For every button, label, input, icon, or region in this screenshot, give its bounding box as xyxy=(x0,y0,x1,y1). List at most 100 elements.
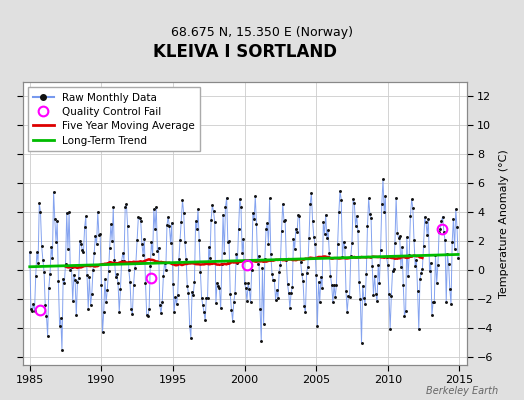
Point xyxy=(171,294,180,300)
Point xyxy=(163,222,171,228)
Point xyxy=(274,295,282,302)
Point xyxy=(358,282,367,289)
Point xyxy=(41,302,49,308)
Point xyxy=(258,265,267,272)
Point xyxy=(65,209,73,216)
Point xyxy=(241,280,249,286)
Point xyxy=(215,285,224,292)
Point xyxy=(365,195,373,202)
Point xyxy=(287,290,296,296)
Point xyxy=(362,270,370,277)
Point xyxy=(70,271,78,278)
Point xyxy=(286,305,294,311)
Point xyxy=(200,309,208,315)
Point xyxy=(237,204,245,210)
Point xyxy=(269,277,277,284)
Point xyxy=(129,282,138,288)
Point xyxy=(381,193,389,200)
Point xyxy=(204,244,213,250)
Point xyxy=(255,252,263,259)
Point xyxy=(88,291,96,298)
Point xyxy=(336,188,344,194)
Point xyxy=(411,263,419,270)
Point xyxy=(267,251,275,257)
Point xyxy=(183,282,191,289)
Point xyxy=(190,278,199,285)
Point xyxy=(311,241,319,247)
Point xyxy=(51,216,59,222)
Point xyxy=(270,277,279,284)
Point xyxy=(64,246,72,252)
Point xyxy=(97,282,105,289)
Point xyxy=(437,218,445,224)
Point xyxy=(35,200,43,207)
Y-axis label: Temperature Anomaly (°C): Temperature Anomaly (°C) xyxy=(499,149,509,298)
Point xyxy=(361,300,369,307)
Point xyxy=(85,274,94,280)
Point xyxy=(102,299,111,306)
Point xyxy=(436,226,444,232)
Point xyxy=(277,227,286,234)
Point xyxy=(224,239,232,245)
Point xyxy=(430,298,439,305)
Point xyxy=(405,252,413,258)
Text: Berkeley Earth: Berkeley Earth xyxy=(425,386,498,396)
Point xyxy=(344,293,353,300)
Point xyxy=(173,292,182,298)
Point xyxy=(77,241,85,247)
Point xyxy=(161,267,170,273)
Point xyxy=(94,209,102,215)
Point xyxy=(168,220,176,226)
Point xyxy=(45,284,53,291)
Point xyxy=(454,255,462,262)
Point xyxy=(242,285,250,292)
Point xyxy=(208,202,216,208)
Point xyxy=(417,270,425,276)
Point xyxy=(424,216,432,222)
Point xyxy=(82,213,90,220)
Point xyxy=(345,294,354,300)
Point xyxy=(378,201,386,208)
Point xyxy=(375,280,384,286)
Point xyxy=(60,280,69,286)
Point xyxy=(395,235,403,241)
Point xyxy=(302,270,311,276)
Point xyxy=(318,285,326,292)
Point xyxy=(214,282,223,289)
Point xyxy=(217,260,226,267)
Point xyxy=(297,259,305,266)
Point xyxy=(399,282,408,288)
Point xyxy=(114,280,122,287)
Point xyxy=(113,270,121,277)
Point xyxy=(359,295,368,302)
Point xyxy=(391,240,399,246)
Point xyxy=(363,223,372,230)
Point xyxy=(323,235,331,242)
Point xyxy=(370,273,379,279)
Point xyxy=(385,291,393,297)
Point xyxy=(74,275,83,281)
Point xyxy=(103,286,112,293)
Point xyxy=(243,298,251,304)
Point xyxy=(366,211,374,218)
Point xyxy=(335,209,343,216)
Point xyxy=(169,280,177,287)
Point xyxy=(251,193,259,200)
Point xyxy=(228,317,237,324)
Point xyxy=(49,189,58,195)
Point xyxy=(423,232,431,238)
Point xyxy=(69,298,77,304)
Point xyxy=(58,346,66,353)
Point xyxy=(349,196,357,202)
Point xyxy=(148,251,157,257)
Point xyxy=(220,250,228,256)
Point xyxy=(40,269,48,275)
Point xyxy=(201,317,210,323)
Point xyxy=(312,272,320,278)
Point xyxy=(328,282,336,288)
Point xyxy=(26,248,34,255)
Point xyxy=(298,271,306,277)
Point xyxy=(337,196,345,203)
Point xyxy=(61,261,70,268)
Point xyxy=(206,255,214,262)
